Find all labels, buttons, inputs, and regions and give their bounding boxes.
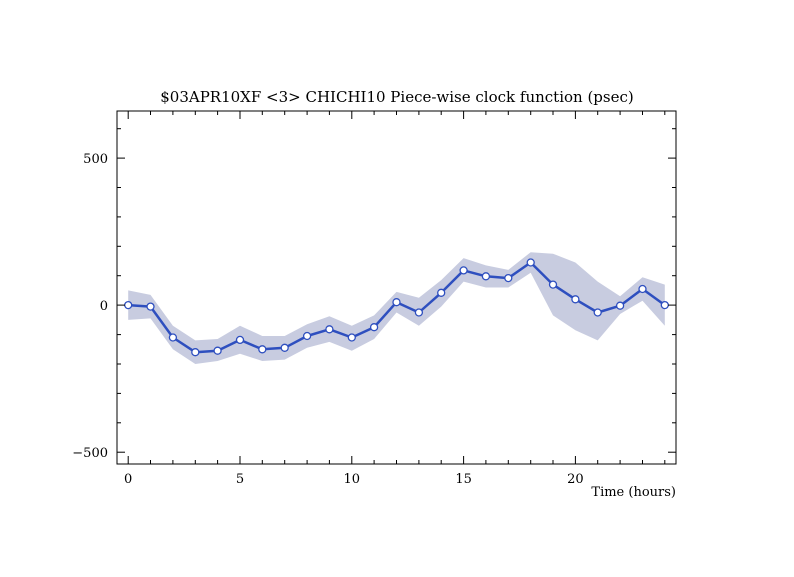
y-tick-label: −500: [72, 446, 108, 461]
uncertainty-band-layer: [128, 252, 665, 364]
data-point: [615, 301, 625, 310]
data-point: [437, 288, 446, 297]
data-point: [459, 266, 468, 275]
x-tick-label: 5: [236, 472, 244, 487]
data-point: [593, 308, 602, 317]
data-point: [414, 308, 424, 317]
data-point: [481, 272, 491, 281]
y-tick-label: 0: [100, 299, 108, 314]
data-point: [660, 300, 669, 310]
data-point: [258, 345, 267, 354]
data-point: [302, 331, 312, 341]
y-tick-label: 500: [83, 152, 108, 167]
chart-title: $03APR10XF <3> CHICHI10 Piece-wise clock…: [160, 88, 633, 106]
data-point: [571, 295, 580, 304]
data-point: [638, 284, 647, 294]
data-point: [213, 346, 222, 355]
data-point: [146, 302, 155, 311]
x-tick-label: 0: [124, 472, 132, 487]
data-point: [191, 348, 200, 357]
data-point-layer: [124, 258, 669, 357]
x-axis-title: Time (hours): [591, 485, 676, 500]
x-tick-label: 20: [567, 472, 584, 487]
data-point: [280, 343, 289, 352]
x-tick-label: 15: [455, 472, 472, 487]
data-point: [369, 323, 379, 332]
uncertainty-band: [128, 252, 665, 364]
data-point: [124, 300, 133, 310]
data-point: [325, 325, 334, 334]
tick-labels-layer: 0 5 10 15 20 −500 0 500: [72, 152, 583, 487]
data-point: [347, 333, 356, 342]
data-point: [235, 335, 245, 345]
data-point: [526, 258, 535, 267]
data-point: [548, 280, 558, 289]
data-point: [392, 298, 401, 307]
data-point: [504, 273, 513, 283]
data-point: [168, 333, 178, 342]
axis-ticks-layer: [117, 111, 676, 464]
x-tick-label: 10: [344, 472, 361, 487]
